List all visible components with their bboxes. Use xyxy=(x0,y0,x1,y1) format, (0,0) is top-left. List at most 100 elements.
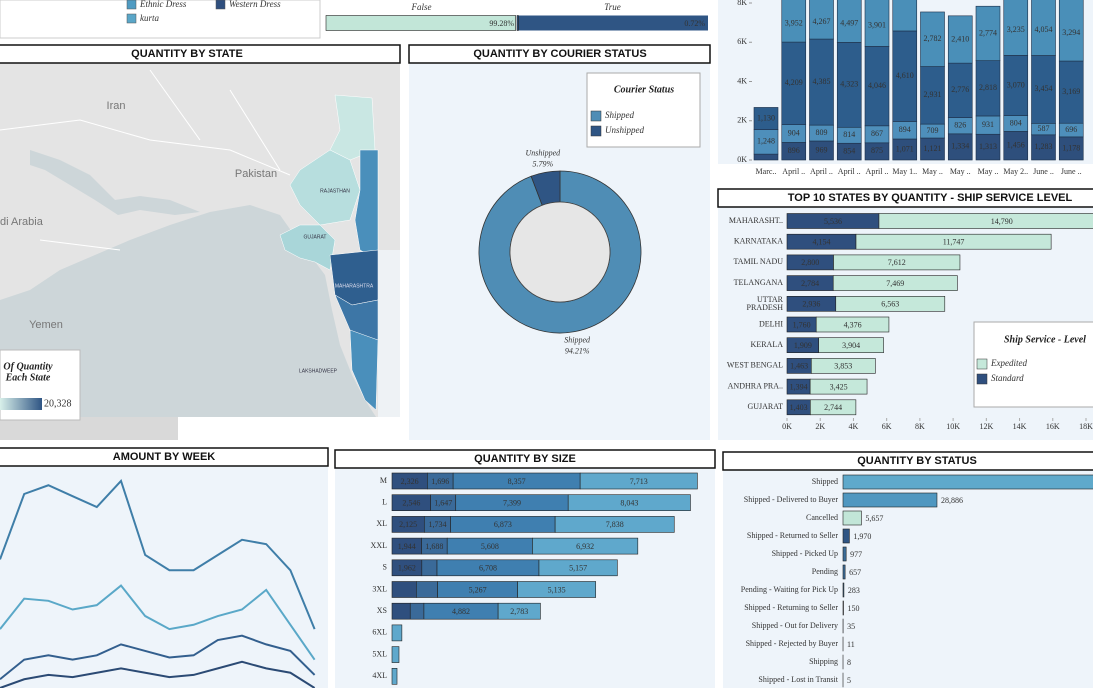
bar-segment xyxy=(753,153,779,161)
category-label: TAMIL NADU xyxy=(734,257,784,266)
value-label: 2,744 xyxy=(824,403,842,412)
legend-label: Western Dress xyxy=(229,0,281,9)
slice-value: 5.79% xyxy=(532,159,553,168)
value-label: 4,497 xyxy=(840,19,858,28)
category-label: Shipping xyxy=(809,657,838,666)
value-label: 1,334 xyxy=(951,142,969,151)
value-label: 8,357 xyxy=(508,477,526,486)
bar-segment xyxy=(975,133,1001,161)
category-label: True xyxy=(604,2,621,12)
bar-segment xyxy=(842,564,846,580)
bar-segment xyxy=(567,494,691,512)
value-label: 7,399 xyxy=(503,499,521,508)
chart-title: QUANTITY BY STATUS xyxy=(857,455,977,467)
x-tick-label: May .. xyxy=(950,167,971,176)
value-label: 931 xyxy=(982,120,994,129)
x-tick-label: Marc.. xyxy=(756,167,777,176)
value-label: 7,469 xyxy=(886,279,904,288)
map-label: di Arabia xyxy=(0,216,44,228)
value-label: 2,125 xyxy=(399,520,417,529)
slice-label: Unshipped xyxy=(525,148,561,157)
value-label: 11 xyxy=(847,640,855,649)
bar-segment xyxy=(516,15,519,31)
value-label: 1,121 xyxy=(924,144,942,153)
value-label: 904 xyxy=(788,128,800,137)
bar-segment xyxy=(325,15,516,31)
map-label: Iran xyxy=(107,100,126,112)
legend-label: kurta xyxy=(140,13,159,23)
value-label: 5,657 xyxy=(865,514,883,523)
value-label: 11,747 xyxy=(943,238,965,247)
value-label: 5,267 xyxy=(469,585,487,594)
x-tick-label: April .. xyxy=(782,167,805,176)
bar-segment xyxy=(1031,0,1056,56)
value-label: 4,610 xyxy=(896,71,914,80)
bar-segment xyxy=(947,62,973,118)
map-legend-title: Each State xyxy=(5,372,51,383)
cell-bg xyxy=(517,15,708,31)
value-label: 2,783 xyxy=(510,607,528,616)
value-label: 8 xyxy=(847,658,851,667)
bar-segment xyxy=(497,602,541,620)
value-label: 1,130 xyxy=(757,113,775,122)
category-label: 5XL xyxy=(372,649,387,658)
legend-box xyxy=(0,0,321,39)
category-label: Pending - Waiting for Pick Up xyxy=(741,585,838,594)
value-label: 657 xyxy=(849,568,861,577)
category-label: Shipped - Delivered to Buyer xyxy=(744,495,839,504)
category-label: Pending xyxy=(812,567,838,576)
x-tick-label: 0K xyxy=(782,422,792,431)
category-label: XXL xyxy=(371,541,388,550)
x-tick-label: 18K xyxy=(1079,422,1093,431)
category-label: Shipped - Out for Delivery xyxy=(752,621,838,630)
legend-box xyxy=(973,321,1093,408)
value-label: 6,563 xyxy=(881,300,899,309)
x-tick-label: 8K xyxy=(915,422,925,431)
value-label: 1,944 xyxy=(398,542,416,551)
bar-segment xyxy=(1003,131,1029,161)
legend-label: Expedited xyxy=(990,358,1027,368)
legend-swatch xyxy=(590,125,602,137)
value-label: 1,696 xyxy=(431,477,449,486)
map-legend-gradient xyxy=(0,398,42,410)
x-tick-label: 10K xyxy=(946,422,960,431)
value-label: 7,713 xyxy=(630,477,648,486)
legend-label: Ethnic Dress xyxy=(139,0,187,9)
legend-swatch xyxy=(976,358,988,370)
bar-segment xyxy=(815,316,890,333)
value-label: 6,708 xyxy=(479,564,497,573)
map-legend-max: 20,328 xyxy=(44,398,72,409)
value-label: 587 xyxy=(1038,124,1050,133)
chart-title: AMOUNT BY WEEK xyxy=(113,451,216,463)
category-label: WEST BENGAL xyxy=(727,361,783,370)
value-label: 3,904 xyxy=(842,341,860,350)
bar-segment xyxy=(842,582,845,598)
value-label: 2,326 xyxy=(401,477,419,486)
bar-segment xyxy=(416,581,438,598)
value-label: 150 xyxy=(847,604,859,613)
legend-swatch xyxy=(590,110,602,122)
bar-segment xyxy=(532,537,639,555)
value-label: 867 xyxy=(871,129,883,138)
state-label: GUJARAT xyxy=(304,234,327,240)
value-label: 3,294 xyxy=(1062,28,1080,37)
value-label: 1,734 xyxy=(428,520,446,529)
legend-label: Unshipped xyxy=(605,125,644,135)
value-label: 0.72% xyxy=(684,19,705,28)
state-label: MAHARASHTRA xyxy=(335,283,374,289)
bar-segment xyxy=(391,602,411,620)
legend-swatch xyxy=(215,0,226,10)
value-label: 5,536 xyxy=(824,217,842,226)
value-label: 4,385 xyxy=(813,77,831,86)
legend-title: Ship Service - Level xyxy=(1004,334,1086,345)
category-label: M xyxy=(380,476,387,485)
bar-segment xyxy=(864,46,890,127)
category-label: 4XL xyxy=(372,671,387,680)
bar-segment xyxy=(855,233,1052,250)
legend-box xyxy=(586,72,701,148)
value-label: 696 xyxy=(1065,125,1077,134)
bar-segment xyxy=(818,337,884,354)
category-label: Shipped - Lost in Transit xyxy=(758,675,838,684)
state-label: RAJASTHAN xyxy=(320,188,350,194)
